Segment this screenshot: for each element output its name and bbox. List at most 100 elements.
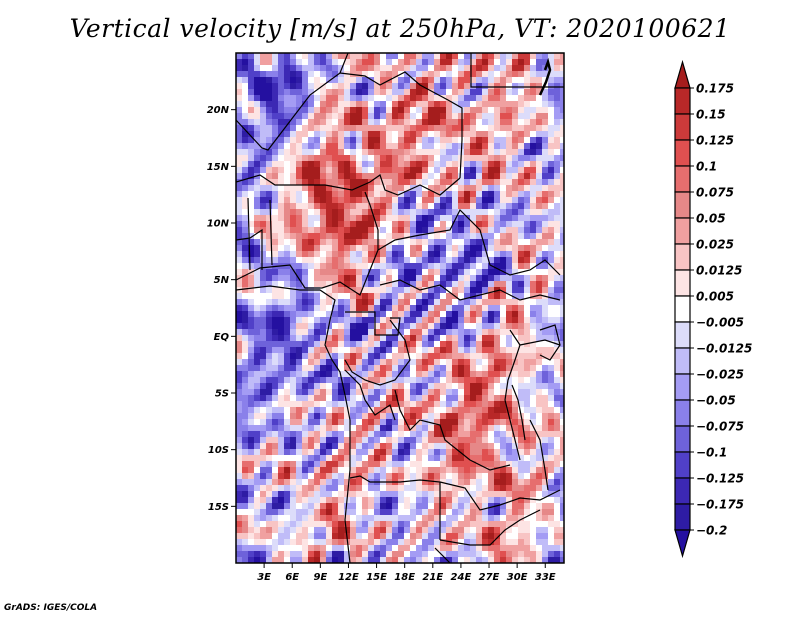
field-cell — [548, 227, 554, 233]
field-cell — [554, 125, 560, 131]
field-cell — [326, 551, 332, 557]
field-cell — [548, 305, 554, 311]
field-cell — [386, 419, 392, 425]
field-cell — [260, 227, 266, 233]
field-cell — [524, 455, 530, 461]
field-cell — [314, 275, 320, 281]
field-cell — [260, 419, 266, 425]
field-cell — [350, 137, 356, 143]
field-cell — [530, 395, 536, 401]
field-cell — [278, 521, 284, 527]
field-cell — [440, 539, 446, 545]
field-cell — [374, 221, 380, 227]
field-cell — [542, 107, 548, 113]
field-cell — [536, 335, 542, 341]
field-cell — [446, 305, 452, 311]
field-cell — [410, 503, 416, 509]
field-cell — [488, 107, 494, 113]
field-cell — [446, 269, 452, 275]
field-cell — [524, 413, 530, 419]
field-cell — [314, 293, 320, 299]
field-cell — [308, 455, 314, 461]
field-cell — [512, 161, 518, 167]
field-cell — [512, 119, 518, 125]
field-cell — [260, 545, 266, 551]
field-cell — [326, 521, 332, 527]
field-cell — [482, 329, 488, 335]
field-cell — [236, 119, 242, 125]
field-cell — [416, 155, 422, 161]
field-cell — [428, 275, 434, 281]
field-cell — [476, 53, 482, 59]
field-cell — [290, 479, 296, 485]
field-cell — [380, 215, 386, 221]
field-cell — [326, 185, 332, 191]
field-cell — [434, 107, 440, 113]
field-cell — [266, 455, 272, 461]
field-cell — [248, 521, 254, 527]
field-cell — [542, 509, 548, 515]
field-cell — [248, 401, 254, 407]
field-cell — [416, 365, 422, 371]
field-cell — [284, 155, 290, 161]
field-cell — [500, 71, 506, 77]
field-cell — [488, 233, 494, 239]
field-cell — [548, 251, 554, 257]
field-cell — [542, 119, 548, 125]
field-cell — [260, 161, 266, 167]
field-cell — [392, 545, 398, 551]
field-cell — [428, 437, 434, 443]
field-cell — [458, 377, 464, 383]
field-cell — [386, 59, 392, 65]
field-cell — [302, 281, 308, 287]
field-cell — [428, 509, 434, 515]
field-cell — [530, 305, 536, 311]
field-cell — [554, 119, 560, 125]
field-cell — [248, 155, 254, 161]
field-cell — [410, 497, 416, 503]
field-cell — [350, 557, 356, 563]
field-cell — [434, 221, 440, 227]
field-cell — [308, 257, 314, 263]
field-cell — [464, 341, 470, 347]
field-cell — [266, 515, 272, 521]
field-cell — [422, 215, 428, 221]
field-cell — [302, 341, 308, 347]
field-cell — [470, 377, 476, 383]
field-cell — [284, 149, 290, 155]
field-cell — [284, 467, 290, 473]
field-cell — [284, 413, 290, 419]
field-cell — [290, 311, 296, 317]
field-cell — [254, 191, 260, 197]
field-cell — [542, 353, 548, 359]
field-cell — [242, 281, 248, 287]
field-cell — [386, 449, 392, 455]
field-cell — [320, 395, 326, 401]
field-cell — [242, 557, 248, 563]
field-cell — [542, 203, 548, 209]
field-cell — [320, 305, 326, 311]
field-cell — [524, 503, 530, 509]
field-cell — [356, 65, 362, 71]
field-cell — [542, 299, 548, 305]
field-cell — [416, 443, 422, 449]
field-cell — [482, 431, 488, 437]
field-cell — [236, 449, 242, 455]
field-cell — [326, 389, 332, 395]
field-cell — [518, 275, 524, 281]
field-cell — [296, 485, 302, 491]
field-cell — [260, 515, 266, 521]
field-cell — [278, 113, 284, 119]
field-cell — [554, 557, 560, 563]
field-cell — [272, 239, 278, 245]
field-cell — [362, 119, 368, 125]
field-cell — [362, 209, 368, 215]
field-cell — [296, 467, 302, 473]
field-cell — [512, 419, 518, 425]
field-cell — [482, 263, 488, 269]
field-cell — [500, 143, 506, 149]
field-cell — [494, 167, 500, 173]
field-cell — [272, 407, 278, 413]
field-cell — [320, 479, 326, 485]
